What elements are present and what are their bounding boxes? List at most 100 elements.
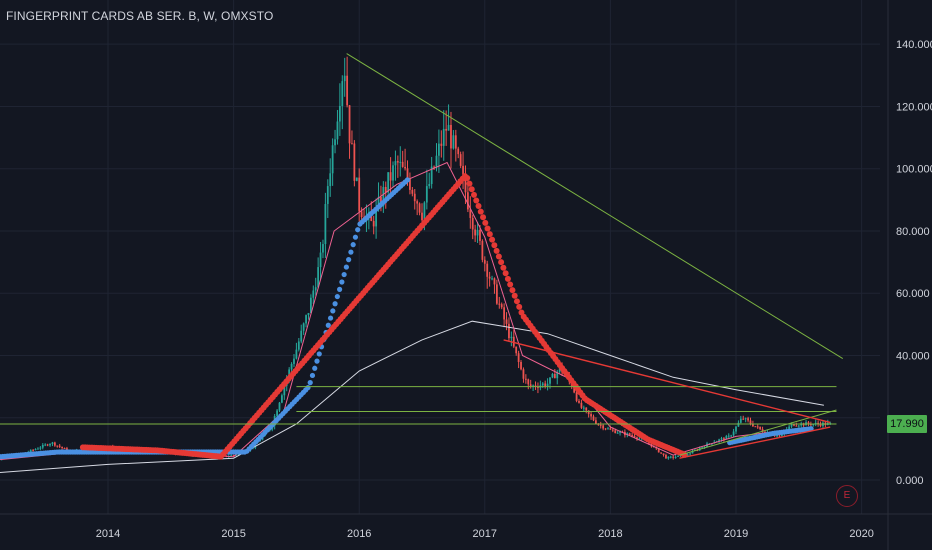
- candle-body: [505, 319, 508, 324]
- x-tick-label: 2016: [347, 528, 371, 540]
- candle-body: [517, 353, 520, 362]
- candle-body: [503, 307, 506, 320]
- candle-body: [604, 428, 607, 430]
- candle-body: [343, 75, 346, 82]
- trend-dot-down: [498, 259, 505, 266]
- candle-body: [450, 124, 452, 149]
- trend-dot-down: [500, 264, 507, 271]
- candle-body: [324, 203, 327, 245]
- trend-line-green: [346, 53, 844, 360]
- candle-body: [795, 425, 798, 427]
- candle-body: [665, 454, 667, 459]
- candle-body: [360, 211, 363, 218]
- earnings-marker[interactable]: E: [836, 485, 858, 507]
- trend-dot-down: [511, 292, 518, 299]
- candle-body: [508, 323, 510, 339]
- candle-body: [336, 121, 339, 140]
- candle-body: [532, 385, 535, 387]
- candle-body: [527, 379, 530, 385]
- y-tick-label: 120.000: [896, 101, 932, 113]
- y-tick-label: 40.000: [896, 350, 930, 362]
- candle-body: [348, 105, 351, 144]
- candle-body: [425, 186, 428, 203]
- candle-body: [812, 424, 815, 426]
- candle-body: [430, 166, 433, 184]
- candle-body: [394, 161, 397, 166]
- candle-body: [39, 447, 42, 449]
- candle-body: [587, 410, 590, 415]
- trend-dot-up: [346, 256, 352, 263]
- x-tick-label: 2015: [221, 528, 245, 540]
- candle-body: [735, 426, 737, 432]
- candle-body: [756, 426, 759, 428]
- trend-dot-down: [516, 303, 523, 310]
- candle-body: [338, 106, 341, 122]
- candle-body: [829, 422, 832, 424]
- candle-body: [515, 346, 518, 354]
- candle-body: [602, 425, 605, 429]
- trend-dot-up: [312, 365, 318, 371]
- candle-body: [44, 444, 47, 446]
- candle-body: [732, 431, 735, 436]
- trend-dot-up: [352, 234, 359, 240]
- candle-body: [32, 449, 35, 451]
- candle-body: [556, 371, 559, 379]
- candle-body: [619, 431, 621, 433]
- candle-body: [276, 410, 278, 417]
- trend-dot-up: [334, 293, 340, 300]
- candle-body: [636, 437, 638, 439]
- trend-dot-up: [327, 315, 334, 321]
- candle-body: [351, 143, 353, 145]
- x-tick-label: 2017: [473, 528, 497, 540]
- trend-dot-up: [341, 271, 347, 278]
- candle-body: [759, 426, 762, 430]
- candle-body: [599, 424, 602, 426]
- candle-body: [481, 240, 484, 260]
- candle-body: [51, 442, 54, 444]
- candle-body: [657, 448, 660, 453]
- candle-body: [454, 135, 457, 149]
- candle-body: [29, 449, 32, 453]
- candle-body: [674, 456, 677, 458]
- candle-body: [776, 435, 778, 437]
- candle-body: [524, 378, 527, 380]
- candle-body: [725, 436, 728, 440]
- candle-body: [790, 423, 793, 427]
- candle-body: [406, 168, 409, 179]
- candle-body: [329, 173, 332, 187]
- candle-body: [297, 341, 300, 350]
- trend-dot-down: [502, 270, 509, 277]
- candle-body: [488, 276, 491, 279]
- trend-dot-up: [343, 264, 349, 270]
- candle-body: [486, 263, 489, 277]
- candle-body: [416, 201, 419, 204]
- candle-body: [611, 429, 614, 431]
- candle-body: [322, 244, 324, 253]
- candle-body: [592, 416, 595, 421]
- trend-dot-down: [513, 298, 520, 305]
- y-tick-label: 80.000: [896, 226, 930, 238]
- trend-line-red: [503, 339, 831, 424]
- candle-body: [41, 444, 44, 448]
- candle-body: [628, 433, 631, 436]
- y-tick-label: 140.000: [896, 39, 932, 51]
- candle-body: [442, 128, 445, 146]
- candle-body: [512, 336, 515, 347]
- candle-body: [819, 424, 822, 426]
- candle-body: [778, 435, 781, 437]
- candle-body: [375, 207, 378, 227]
- candle-body: [404, 166, 406, 169]
- trend-dot-up: [332, 301, 338, 307]
- candle-body: [723, 438, 725, 440]
- candle-body: [305, 315, 307, 324]
- y-tick-label: 0.000: [896, 475, 924, 487]
- candle-body: [377, 197, 380, 208]
- candle-body: [595, 420, 597, 424]
- candle-body: [686, 454, 689, 456]
- candle-body: [331, 145, 334, 174]
- candle-body: [510, 336, 513, 339]
- candle-body: [541, 383, 544, 386]
